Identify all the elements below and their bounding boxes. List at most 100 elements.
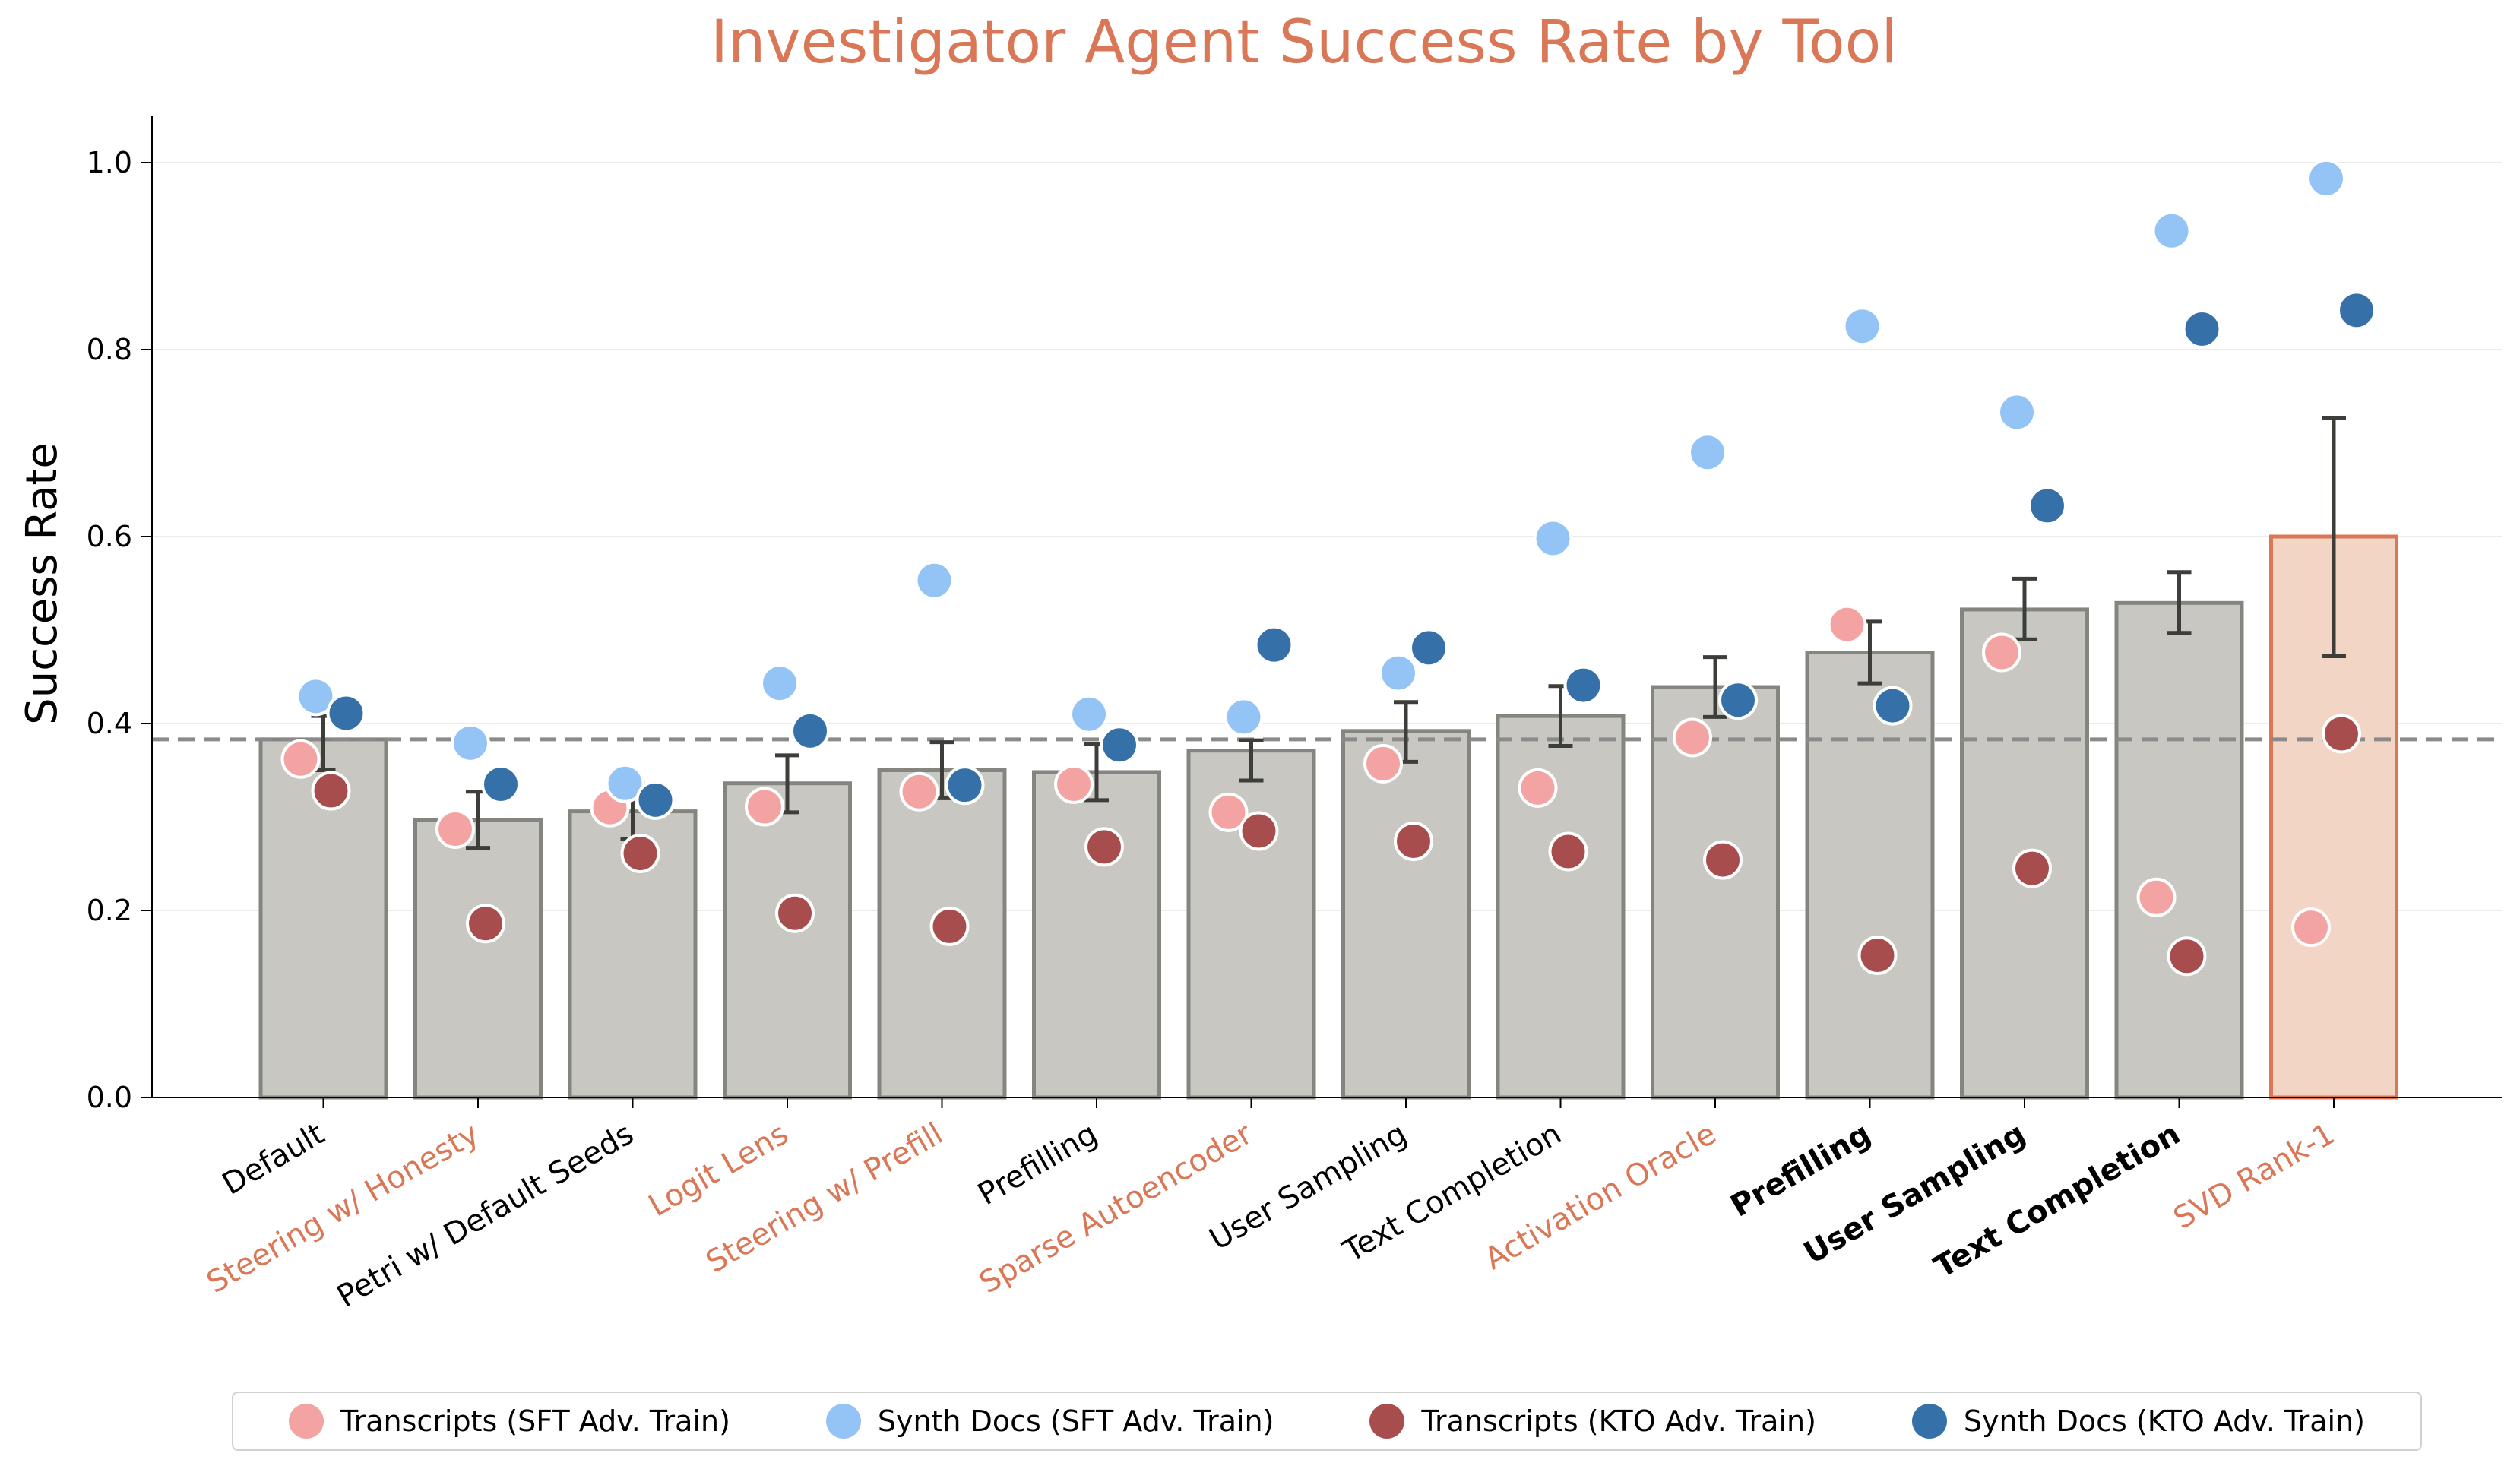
error-bars	[311, 416, 2346, 850]
point-transcripts-sft-adv-train	[745, 787, 784, 827]
point-transcripts-kto-adv-train	[2012, 848, 2052, 888]
point-transcripts-kto-adv-train	[1857, 936, 1898, 976]
point-transcripts-sft-adv-train	[899, 771, 939, 812]
point-synth-docs-kto-adv-train	[1718, 680, 1758, 720]
point-transcripts-kto-adv-train	[311, 771, 351, 811]
y-axis-label: Success Rate	[17, 442, 67, 725]
point-transcripts-kto-adv-train	[1394, 821, 1433, 861]
legend-swatch	[1369, 1404, 1405, 1439]
x-tick-label: Text Completion	[1929, 1116, 2186, 1285]
legend-item: Transcripts (KTO Adv. Train)	[1369, 1404, 1816, 1439]
grid-lines	[152, 162, 2502, 911]
legend-item: Synth Docs (SFT Adv. Train)	[825, 1404, 1274, 1439]
bars	[258, 534, 2398, 1100]
bar	[413, 818, 543, 1100]
y-tick-label: 0.4	[87, 707, 132, 740]
point-synth-docs-sft-adv-train	[605, 763, 645, 803]
bar	[1496, 714, 1626, 1100]
x-tick-label: Prefilling	[972, 1116, 1103, 1212]
point-synth-docs-sft-adv-train	[1379, 653, 1418, 693]
point-transcripts-kto-adv-train	[1084, 827, 1124, 867]
point-transcripts-sft-adv-train	[1827, 604, 1867, 644]
point-transcripts-sft-adv-train	[280, 739, 321, 779]
x-tick-label: Petri w/ Default Seeds	[331, 1116, 640, 1315]
point-transcripts-sft-adv-train	[2291, 907, 2331, 948]
legend-item: Synth Docs (KTO Adv. Train)	[1911, 1404, 2366, 1439]
legend-label: Transcripts (SFT Adv. Train)	[340, 1404, 730, 1438]
bar	[2114, 600, 2244, 1100]
point-synth-docs-kto-adv-train	[481, 764, 521, 804]
legend-label: Transcripts (KTO Adv. Train)	[1421, 1404, 1816, 1438]
point-transcripts-kto-adv-train	[775, 893, 815, 933]
point-synth-docs-kto-adv-train	[635, 780, 676, 820]
y-tick-label: 0.2	[87, 894, 132, 927]
point-synth-docs-kto-adv-train	[945, 765, 985, 806]
bar	[723, 781, 852, 1100]
point-synth-docs-kto-adv-train	[790, 711, 830, 751]
point-transcripts-kto-adv-train	[929, 906, 970, 946]
legend-label: Synth Docs (KTO Adv. Train)	[1963, 1404, 2366, 1438]
x-tick-label: SVD Rank-1	[2168, 1116, 2341, 1236]
point-synth-docs-kto-adv-train	[2337, 290, 2376, 331]
point-synth-docs-sft-adv-train	[2306, 158, 2346, 198]
point-transcripts-sft-adv-train	[1982, 632, 2021, 673]
point-synth-docs-kto-adv-train	[2182, 309, 2222, 349]
data-points	[280, 158, 2376, 977]
point-synth-docs-sft-adv-train	[296, 676, 336, 717]
legend-swatch	[288, 1404, 324, 1439]
point-synth-docs-sft-adv-train	[1688, 432, 1727, 473]
legend: Transcripts (SFT Adv. Train) Synth Docs (…	[232, 1392, 2422, 1451]
bar	[1341, 729, 1471, 1100]
bar	[1651, 685, 1780, 1100]
point-transcripts-kto-adv-train	[620, 833, 660, 873]
point-transcripts-sft-adv-train	[1363, 743, 1403, 784]
x-tick-label: Steering w/ Honesty	[201, 1116, 485, 1300]
point-transcripts-kto-adv-train	[466, 904, 505, 944]
y-tick-label: 0.0	[87, 1081, 132, 1114]
x-tick-label: Logit Lens	[643, 1116, 794, 1224]
point-synth-docs-sft-adv-train	[2151, 211, 2192, 251]
point-synth-docs-kto-adv-train	[1254, 625, 1294, 665]
point-synth-docs-sft-adv-train	[451, 723, 490, 763]
point-transcripts-sft-adv-train	[1208, 792, 1249, 832]
y-tick-label: 0.6	[87, 520, 132, 553]
bar	[1032, 770, 1161, 1100]
x-tick-label: Default	[217, 1116, 331, 1202]
legend-swatch	[1911, 1404, 1947, 1439]
bar	[1805, 651, 1935, 1100]
point-synth-docs-sft-adv-train	[1069, 694, 1109, 734]
point-transcripts-sft-adv-train	[435, 809, 475, 849]
x-tick-label: Sparse Autoencoder	[973, 1116, 1258, 1301]
point-synth-docs-sft-adv-train	[914, 560, 954, 600]
point-transcripts-kto-adv-train	[1703, 840, 1743, 880]
axes	[151, 116, 2502, 1098]
point-transcripts-sft-adv-train	[2136, 877, 2177, 917]
point-synth-docs-kto-adv-train	[1100, 725, 1139, 765]
point-synth-docs-kto-adv-train	[2028, 486, 2067, 526]
y-tick-label: 0.8	[87, 333, 132, 366]
point-synth-docs-kto-adv-train	[326, 693, 366, 733]
legend-item: Transcripts (SFT Adv. Train)	[288, 1404, 730, 1439]
point-transcripts-kto-adv-train	[2322, 714, 2361, 754]
point-synth-docs-sft-adv-train	[1842, 306, 1882, 347]
y-tick-label: 1.0	[87, 146, 132, 179]
point-synth-docs-kto-adv-train	[1563, 665, 1603, 705]
point-synth-docs-kto-adv-train	[1873, 686, 1913, 726]
legend-swatch	[825, 1404, 861, 1439]
point-transcripts-kto-adv-train	[2167, 936, 2207, 977]
bar	[1186, 749, 1316, 1100]
point-synth-docs-sft-adv-train	[760, 663, 799, 704]
point-synth-docs-sft-adv-train	[1997, 392, 2037, 432]
point-transcripts-kto-adv-train	[1239, 811, 1279, 851]
chart-title: Investigator Agent Success Rate by Tool	[711, 8, 1898, 77]
point-synth-docs-sft-adv-train	[1224, 697, 1264, 737]
point-transcripts-sft-adv-train	[1673, 717, 1712, 758]
point-synth-docs-sft-adv-train	[1533, 518, 1573, 559]
point-transcripts-sft-adv-train	[1518, 768, 1558, 808]
point-transcripts-kto-adv-train	[1548, 831, 1588, 872]
point-transcripts-sft-adv-train	[1054, 764, 1094, 804]
legend-label: Synth Docs (SFT Adv. Train)	[877, 1404, 1274, 1438]
y-tick-labels: 0.0 0.2 0.4 0.6 0.8 1.0	[87, 146, 152, 1114]
